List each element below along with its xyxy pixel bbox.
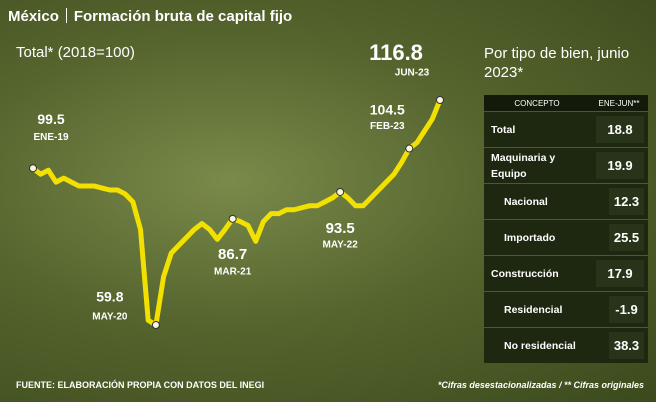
cell-value: 25.5 xyxy=(609,224,644,251)
data-label: 93.5 xyxy=(326,220,355,237)
date-label: FEB-23 xyxy=(370,121,405,132)
cell-value: 17.9 xyxy=(596,260,644,287)
table-row: Importado 25.5 xyxy=(484,219,648,255)
line xyxy=(31,99,443,328)
point xyxy=(29,164,37,173)
date-label: ENE-19 xyxy=(33,132,68,143)
table-row: Residencial -1.9 xyxy=(484,291,648,327)
data-label: 86.7 xyxy=(218,246,247,263)
source: FUENTE: ELABORACIÓN PROPIA CON DATOS DEL… xyxy=(16,380,265,390)
data-label: 59.8 xyxy=(96,289,123,305)
cell-value: 18.8 xyxy=(596,116,644,143)
column-header: CONCEPTO xyxy=(514,98,560,108)
cell-value: -1.9 xyxy=(609,296,644,323)
cell-value: 38.3 xyxy=(609,332,644,359)
table-row: No residencial 38.3 xyxy=(484,327,648,363)
date-label: MAR-21 xyxy=(214,266,252,277)
subtitle: Total* (2018=100) xyxy=(16,44,135,61)
point xyxy=(405,144,414,153)
point xyxy=(151,321,160,329)
cell-value: 12.3 xyxy=(609,188,644,215)
table-row: Construcción 17.9 xyxy=(484,255,648,291)
table: CONCEPTO ENE-JUN** Total 18.8 Maquinaria y… xyxy=(484,95,648,363)
cell-value: 19.9 xyxy=(596,152,644,179)
cell-label: Residencial xyxy=(504,303,563,316)
table-row: Maquinaria y Equipo 19.9 xyxy=(484,147,648,183)
cell-label: Total xyxy=(491,123,516,136)
date-label: MAY-20 xyxy=(92,312,128,323)
table-header: CONCEPTO ENE-JUN** xyxy=(484,95,648,111)
data-label: 104.5 xyxy=(370,101,405,117)
table-row: Total 18.8 xyxy=(484,111,648,147)
table-row: Nacional 12.3 xyxy=(484,183,648,219)
point xyxy=(336,187,345,196)
table-title: Por tipo de bien, junio 2023* xyxy=(484,45,630,81)
column-header: ENE-JUN** xyxy=(598,98,640,108)
cell-label: No residencial xyxy=(504,339,576,352)
data-label: 116.8 xyxy=(369,40,423,65)
cell-label: Construcción xyxy=(491,267,559,280)
cell-label: Importado xyxy=(504,231,556,244)
note: *Cifras desestacionalizadas / ** Cifras … xyxy=(437,380,644,390)
cell-label: Maquinaria y Equipo xyxy=(491,151,556,180)
data-label: 99.5 xyxy=(37,111,64,127)
line-chart: 99.5 ENE-19 59.8 MAY-20 86.7 MAR-21 93.5 MAY-22… xyxy=(29,40,444,329)
cell-label: Nacional xyxy=(504,195,548,208)
country: México xyxy=(8,8,59,25)
header: México Formación bruta de capital fijo xyxy=(8,8,292,25)
point xyxy=(436,96,444,104)
title: Formación bruta de capital fijo xyxy=(73,8,293,25)
date-label: MAY-22 xyxy=(323,240,359,251)
point xyxy=(228,214,237,223)
date-label: JUN-23 xyxy=(395,68,430,79)
